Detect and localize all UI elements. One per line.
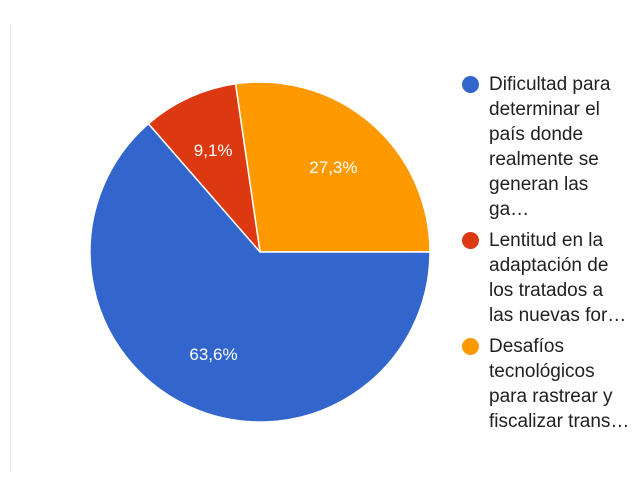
left-divider (10, 24, 11, 472)
legend-swatch-orange (462, 338, 479, 355)
pie-slice[interactable] (89, 122, 431, 423)
slice-percentage-label: 63,6% (189, 345, 237, 364)
legend-label: Desafíos tecnológicos para rastrear y fi… (489, 336, 630, 432)
legend-item-lentitud[interactable]: Lentitud en la adaptación de los tratado… (462, 228, 632, 328)
legend-swatch-blue (462, 76, 479, 93)
slice-percentage-label: 27,3% (309, 158, 357, 177)
legend-swatch-red (462, 232, 479, 249)
legend-item-dificultad[interactable]: Dificultad para determinar el país donde… (462, 72, 632, 222)
legend-item-desafios[interactable]: Desafíos tecnológicos para rastrear y fi… (462, 334, 632, 434)
legend-label: Dificultad para determinar el país donde… (489, 74, 611, 220)
pie-chart: 27,3% 9,1% 63,6% (89, 81, 431, 423)
legend: Dificultad para determinar el país donde… (462, 72, 632, 440)
pie-slice[interactable] (234, 81, 431, 253)
legend-label: Lentitud en la adaptación de los tratado… (489, 230, 627, 326)
pie-slice[interactable] (147, 82, 262, 255)
slice-percentage-label: 9,1% (194, 141, 233, 160)
